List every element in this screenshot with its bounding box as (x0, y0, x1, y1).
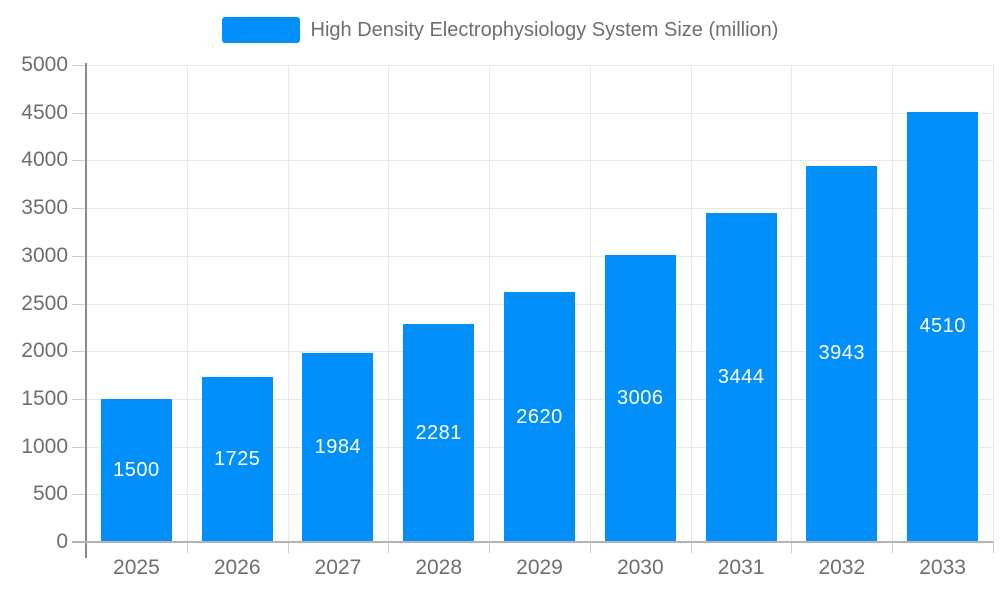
x-axis-label: 2030 (616, 556, 664, 579)
x-tick (388, 542, 390, 553)
bar-value-label: 1725 (213, 448, 261, 471)
h-gridline (86, 112, 993, 114)
x-axis-label: 2027 (314, 556, 362, 579)
v-gridline (287, 65, 289, 542)
bar-2032[interactable]: 3943 (806, 165, 878, 542)
x-axis-line (72, 541, 993, 543)
h-gridline (86, 65, 993, 66)
bar-value-label: 3943 (818, 342, 866, 365)
y-axis-label: 500 (32, 482, 68, 506)
x-axis-label: 2028 (415, 556, 463, 579)
y-tick (72, 446, 86, 448)
bar-value-label: 2281 (415, 421, 462, 444)
y-tick (72, 112, 86, 114)
x-axis-label: 2026 (213, 556, 261, 579)
bar-value-label: 1984 (314, 435, 362, 458)
y-tick (72, 160, 86, 162)
y-axis-label: 4000 (21, 148, 68, 172)
bar-2033[interactable]: 4510 (907, 111, 979, 542)
y-axis-label: 2500 (21, 291, 68, 315)
x-tick (690, 542, 692, 553)
x-axis-label: 2031 (717, 556, 765, 579)
bar-2029[interactable]: 2620 (504, 292, 575, 542)
y-tick (72, 351, 86, 353)
bar-value-label: 3006 (617, 387, 664, 410)
x-tick (186, 542, 188, 553)
y-axis-label: 0 (56, 530, 68, 553)
x-axis-label: 2029 (516, 556, 563, 579)
x-tick (993, 542, 994, 553)
y-tick (72, 303, 86, 305)
y-axis-line (85, 63, 87, 558)
y-axis-label: 1000 (21, 434, 68, 458)
bar-2028[interactable]: 2281 (403, 324, 475, 542)
v-gridline (690, 65, 692, 542)
y-tick (72, 494, 86, 496)
v-gridline (186, 65, 188, 542)
y-axis-label: 5000 (21, 53, 68, 76)
y-axis-label: 3000 (21, 243, 68, 267)
x-axis-label: 2033 (919, 556, 966, 579)
h-gridline (86, 255, 993, 257)
v-gridline (589, 65, 591, 542)
bar-2025[interactable]: 1500 (100, 398, 172, 542)
h-gridline (86, 160, 993, 162)
x-axis-label: 2025 (113, 556, 160, 579)
bar-2030[interactable]: 3006 (604, 255, 676, 542)
bar-2031[interactable]: 3444 (705, 213, 777, 542)
y-axis-label: 1500 (21, 386, 68, 410)
x-tick (287, 542, 289, 553)
v-gridline (388, 65, 390, 542)
bar-value-label: 3444 (717, 366, 765, 389)
v-gridline (993, 65, 994, 542)
bar-value-label: 4510 (919, 315, 966, 338)
y-axis-label: 4500 (21, 100, 68, 124)
legend-label: High Density Electrophysiology System Si… (310, 18, 779, 41)
y-tick (72, 65, 86, 66)
y-tick (72, 208, 86, 210)
v-gridline (791, 65, 793, 542)
bar-value-label: 1500 (113, 458, 160, 481)
chart-legend[interactable]: High Density Electrophysiology System Si… (0, 17, 1000, 43)
x-tick (489, 542, 491, 553)
y-axis-label: 3500 (21, 196, 68, 220)
h-gridline (86, 208, 993, 210)
y-axis-label: 2000 (21, 339, 68, 363)
v-gridline (892, 65, 894, 542)
x-tick (892, 542, 894, 553)
legend-swatch (221, 17, 300, 43)
bar-2027[interactable]: 1984 (302, 352, 374, 542)
x-axis-label: 2032 (818, 556, 866, 579)
y-tick (72, 398, 86, 400)
y-tick (72, 255, 86, 257)
x-tick (791, 542, 793, 553)
bar-2026[interactable]: 1725 (201, 377, 273, 542)
bar-value-label: 2620 (516, 405, 563, 428)
x-tick (589, 542, 591, 553)
v-gridline (489, 65, 491, 542)
